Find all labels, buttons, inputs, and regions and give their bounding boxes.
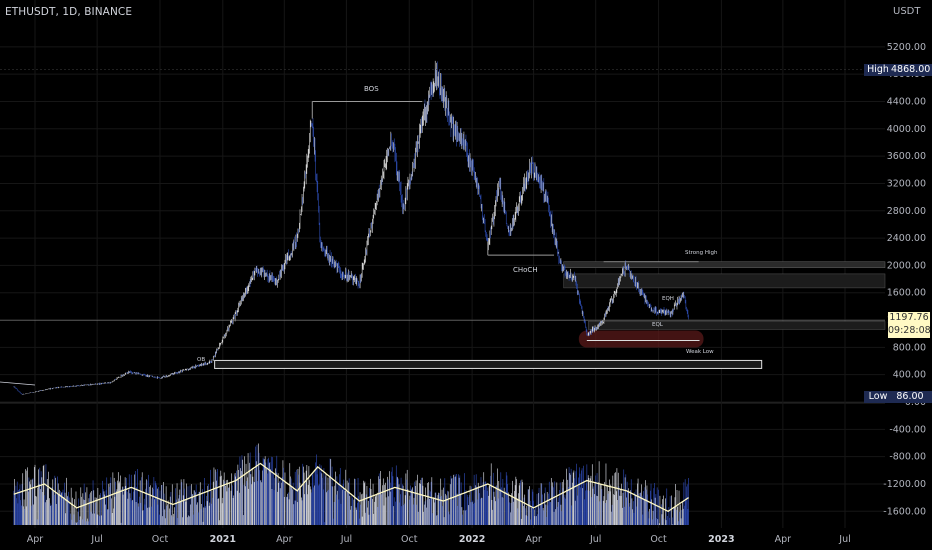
bos-label: BOS xyxy=(364,85,379,93)
time-tick-label: Jul xyxy=(90,534,102,545)
time-tick-label: Oct xyxy=(152,534,169,545)
high-value: 4868.00 xyxy=(888,64,932,76)
price-tick-label: 4000.00 xyxy=(887,124,926,135)
time-tick-label: Apr xyxy=(775,534,792,545)
time-tick-label: Apr xyxy=(525,534,542,545)
time-tick-label: Oct xyxy=(401,534,418,545)
time-tick-label: Jul xyxy=(340,534,352,545)
choch-label: CHoCH xyxy=(513,266,538,274)
price-tick-label: 3600.00 xyxy=(887,151,926,162)
price-tick-label: -800.00 xyxy=(889,452,926,463)
time-tick-label: 2023 xyxy=(708,534,734,545)
price-tick-label: 2400.00 xyxy=(887,233,926,244)
early-price-line xyxy=(0,381,36,386)
order-block-zone xyxy=(214,359,763,369)
time-axis[interactable]: Apr Jul Oct 2021 Apr Jul Oct 2022 Apr Jul Oct 2023 A… xyxy=(27,534,851,545)
price-tick-label: 400.00 xyxy=(893,370,926,381)
price-tick-label: -1600.00 xyxy=(883,506,926,517)
eql-zone xyxy=(587,321,886,330)
currency-label: USDT xyxy=(893,6,921,17)
candles xyxy=(0,60,689,395)
low-value: 86.00 xyxy=(888,391,932,403)
zones xyxy=(214,261,886,369)
strong-high-zone xyxy=(563,261,886,268)
structure-lines xyxy=(0,69,885,342)
price-tick-label: 3200.00 xyxy=(887,178,926,189)
high-label: High xyxy=(864,64,892,76)
time-tick-label: 2022 xyxy=(459,534,485,545)
bar-countdown: 09:28:08 xyxy=(888,324,931,336)
time-tick-label: Jul xyxy=(589,534,601,545)
time-tick-label: Oct xyxy=(650,534,667,545)
eqh-label: EQH xyxy=(662,296,674,302)
low-label: Low xyxy=(864,391,892,403)
price-tick-label: 2000.00 xyxy=(887,260,926,271)
time-tick-label: Jul xyxy=(838,534,850,545)
volume-ma-line xyxy=(13,462,689,513)
weak-low-highlight xyxy=(578,330,704,348)
strong-high-label: Strong High xyxy=(685,250,718,256)
weak-low-label: Weak Low xyxy=(686,349,714,355)
price-tick-label: -400.00 xyxy=(889,424,926,435)
eqh-zone xyxy=(563,273,886,289)
price-tick-label: 2800.00 xyxy=(887,206,926,217)
price-tick-label: 800.00 xyxy=(893,342,926,353)
price-tick-label: -1200.00 xyxy=(883,479,926,490)
last-price: 1197.76 xyxy=(889,312,929,323)
time-tick-label: 2021 xyxy=(210,534,236,545)
ob-label: OB xyxy=(197,357,206,363)
symbol-title[interactable]: ETHUSDT, 1D, BINANCE xyxy=(5,6,133,18)
price-tick-label: 4400.00 xyxy=(887,96,926,107)
price-tick-label: 5200.00 xyxy=(887,42,926,53)
price-tick-label: 1600.00 xyxy=(887,288,926,299)
time-tick-label: Apr xyxy=(276,534,293,545)
price-axis[interactable]: 5200.004800.004400.004000.003600.003200.… xyxy=(883,42,926,517)
eql-label: EQL xyxy=(652,322,663,328)
time-tick-label: Apr xyxy=(27,534,44,545)
volume-bars xyxy=(13,443,689,525)
last-price-box: 1197.76 09:28:08 xyxy=(888,312,931,338)
